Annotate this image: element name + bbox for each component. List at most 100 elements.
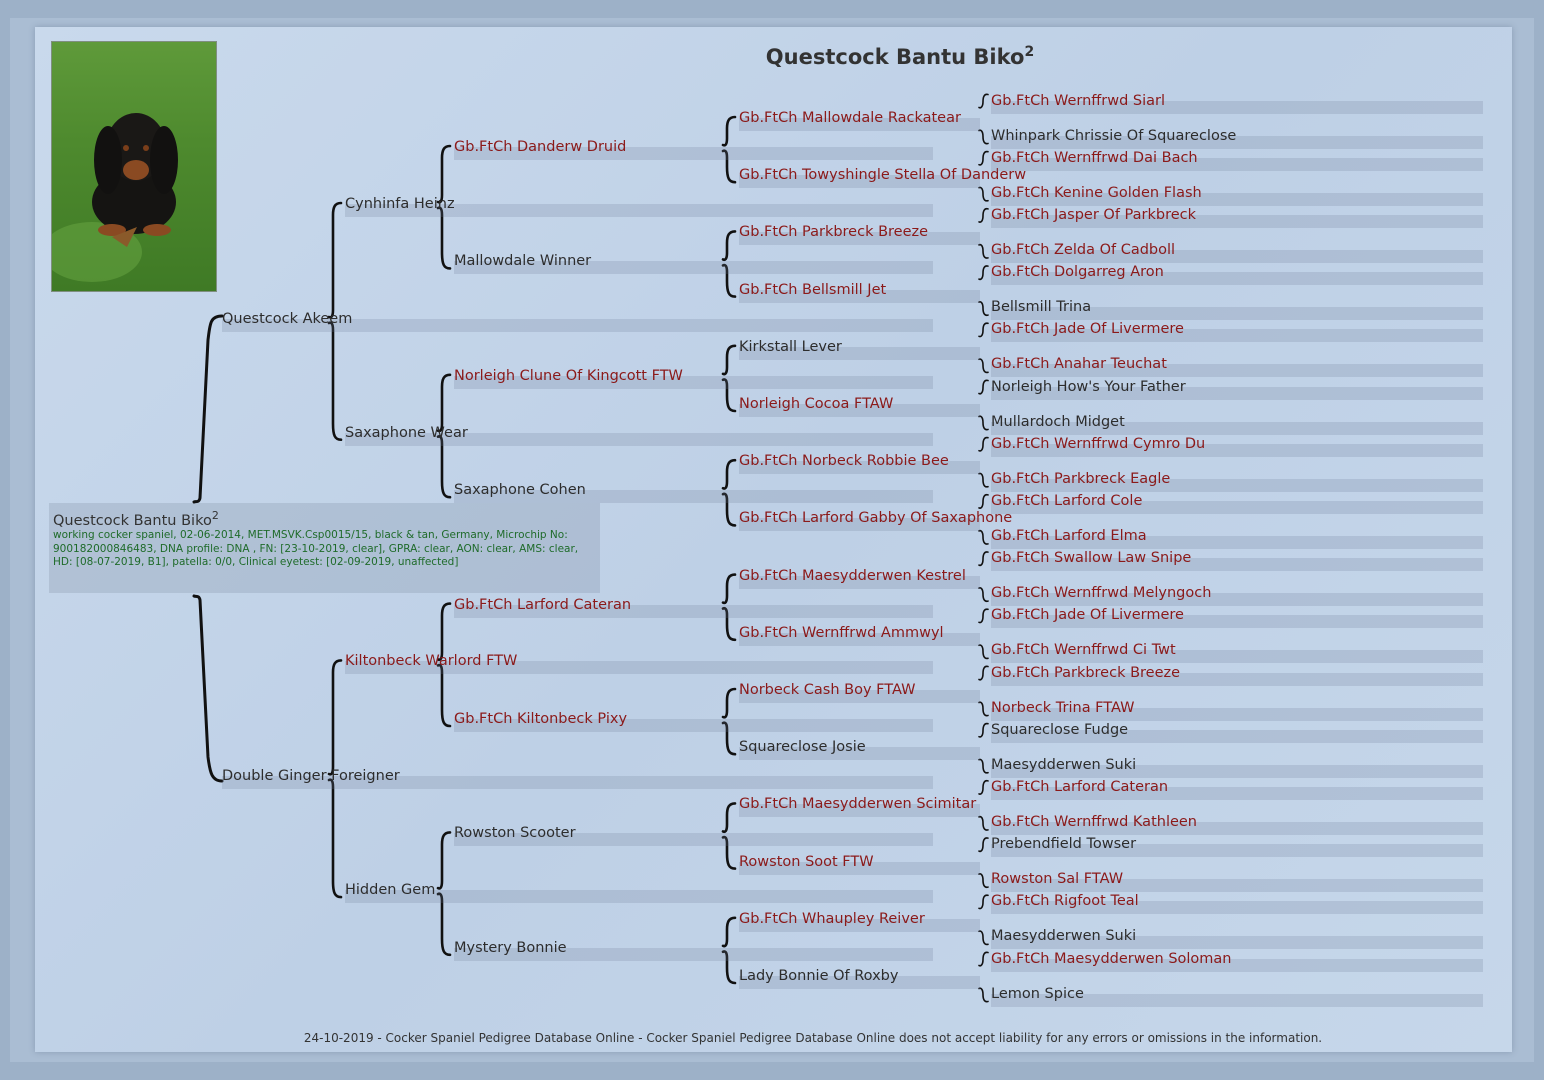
pedigree-dog-gen4[interactable]: Kirkstall Lever (739, 338, 842, 355)
pedigree-dog-gen5[interactable]: Gb.FtCh Maesydderwen Soloman (991, 950, 1232, 967)
subject-name[interactable]: Questcock Bantu Biko2 (53, 509, 219, 529)
pedigree-dog-gen3[interactable]: Saxaphone Cohen (454, 482, 586, 499)
name-underline-bar (991, 272, 1483, 286)
pedigree-dog-gen5[interactable]: Gb.FtCh Parkbreck Eagle (991, 470, 1171, 487)
pedigree-dog-gen5[interactable]: Gb.FtCh Dolgarreg Aron (991, 264, 1164, 281)
pedigree-dog-gen4[interactable]: Gb.FtCh Larford Gabby Of Saxaphone (739, 510, 1013, 527)
name-underline-bar (739, 404, 980, 417)
pedigree-dog-gen3[interactable]: Rowston Scooter (454, 825, 576, 842)
name-underline-bar (454, 833, 933, 847)
pedigree-dog-gen4[interactable]: Gb.FtCh Whaupley Reiver (739, 910, 925, 927)
pedigree-dog-gen5[interactable]: Mullardoch Midget (991, 413, 1125, 430)
name-underline-bar (454, 604, 933, 618)
name-underline-bar (739, 118, 980, 131)
pedigree-dog-gen5[interactable]: Gb.FtCh Anahar Teuchat (991, 356, 1167, 373)
pedigree-dog-gen4[interactable]: Norbeck Cash Boy FTAW (739, 682, 916, 698)
name-underline-bar (991, 135, 1483, 149)
pedigree-dog-gen5[interactable]: Prebendfield Towser (991, 836, 1137, 853)
pedigree-dog-gen4[interactable]: Gb.FtCh Mallowdale Rackatear (739, 110, 961, 126)
name-underline-bar (991, 764, 1483, 778)
pedigree-dog-gen4[interactable]: Lady Bonnie Of Roxby (739, 968, 899, 984)
pedigree-dog-gen4[interactable]: Rowston Soot FTW (739, 853, 874, 870)
pedigree-dog-gen3[interactable]: Gb.FtCh Kiltonbeck Pixy (454, 711, 628, 727)
pedigree-dog-gen5[interactable]: Gb.FtCh Jade Of Livermere (991, 321, 1184, 338)
name-underline-bar (991, 936, 1483, 950)
pedigree-dog-gen5[interactable]: Whinpark Chrissie Of Squareclose (991, 127, 1237, 144)
pedigree-dog-gen3[interactable]: Mystery Bonnie (454, 939, 567, 956)
pedigree-dog-gen5[interactable]: Gb.FtCh Wernffrwd Dai Bach (991, 149, 1198, 166)
pedigree-dog-gen3[interactable]: Gb.FtCh Danderw Druid (454, 139, 627, 155)
pedigree-dog-gen5[interactable]: Gb.FtCh Wernffrwd Siarl (991, 92, 1166, 109)
name-underline-bar (739, 690, 980, 703)
pedigree-dog-gen5[interactable]: Gb.FtCh Swallow Law Snipe (991, 550, 1192, 567)
pedigree-dog-gen2[interactable]: Cynhinfa Heinz (345, 196, 455, 212)
pedigree-dog-gen4[interactable]: Gb.FtCh Wernffrwd Ammwyl (739, 624, 944, 641)
pedigree-dog-gen5[interactable]: Rowston Sal FTAW (991, 871, 1124, 888)
pedigree-dog-gen5[interactable]: Gb.FtCh Zelda Of Cadboll (991, 241, 1176, 258)
pedigree-dog-gen5[interactable]: Norbeck Trina FTAW (991, 699, 1135, 716)
pedigree-dog-gen2[interactable]: Kiltonbeck Warlord FTW (345, 653, 518, 670)
name-underline-bar (345, 204, 933, 217)
pedigree-dog-gen4[interactable]: Norleigh Cocoa FTAW (739, 396, 894, 412)
pedigree-dog-gen5[interactable]: Gb.FtCh Larford Cateran (991, 778, 1169, 795)
pedigree-dog-gen5[interactable]: Gb.FtCh Parkbreck Breeze (991, 664, 1181, 681)
name-underline-bar (991, 500, 1483, 514)
name-underline-bar (991, 672, 1483, 686)
pedigree-dog-gen5[interactable]: Bellsmill Trina (991, 299, 1092, 316)
pedigree-dog-gen5[interactable]: Gb.FtCh Jade Of Livermere (991, 607, 1184, 624)
name-underline-bar (739, 804, 980, 818)
pedigree-dog-gen5[interactable]: Gb.FtCh Wernffrwd Kathleen (991, 813, 1198, 830)
name-underline-bar (991, 364, 1483, 378)
pedigree-dog-gen5[interactable]: Gb.FtCh Kenine Golden Flash (991, 184, 1202, 201)
pedigree-dog-gen1[interactable]: Questcock Akeem (222, 311, 353, 327)
name-underline-bar (991, 535, 1483, 549)
pedigree-dog-gen5[interactable]: Lemon Spice (991, 985, 1084, 1002)
pedigree-dog-gen5[interactable]: Gb.FtCh Larford Cole (991, 492, 1143, 509)
name-underline-bar (991, 821, 1483, 835)
name-underline-bar (454, 490, 933, 504)
name-underline-bar (991, 307, 1483, 321)
pedigree-dog-gen4[interactable]: Gb.FtCh Bellsmill Jet (739, 281, 887, 298)
pedigree-dog-gen1[interactable]: Double Ginger Foreigner (222, 768, 400, 784)
footer-disclaimer: 24-10-2019 - Cocker Spaniel Pedigree Dat… (303, 1031, 1323, 1045)
pedigree-dog-gen5[interactable]: Norleigh How's Your Father (991, 378, 1186, 395)
name-underline-bar (991, 993, 1483, 1007)
pedigree-dog-gen2[interactable]: Saxaphone Wear (345, 424, 468, 441)
pedigree-dog-gen3[interactable]: Mallowdale Winner (454, 253, 592, 270)
name-underline-bar (739, 175, 980, 189)
pedigree-dog-gen3[interactable]: Norleigh Clune Of Kingcott FTW (454, 367, 683, 384)
pedigree-dog-gen5[interactable]: Maesydderwen Suki (991, 756, 1137, 773)
pedigree-dog-gen5[interactable]: Gb.FtCh Jasper Of Parkbreck (991, 206, 1197, 223)
pedigree-dog-gen3[interactable]: Gb.FtCh Larford Cateran (454, 596, 632, 613)
pedigree-dog-gen5[interactable]: Gb.FtCh Wernffrwd Melyngoch (991, 585, 1212, 602)
name-underline-bar (345, 661, 933, 675)
pedigree-dog-gen5[interactable]: Gb.FtCh Wernffrwd Cymro Du (991, 435, 1206, 452)
name-underline-bar (345, 890, 933, 904)
subject-box: Questcock Bantu Biko2 working cocker spa… (49, 503, 600, 593)
pedigree-dog-gen2[interactable]: Hidden Gem (345, 882, 436, 899)
pedigree-dog-gen4[interactable]: Gb.FtCh Maesydderwen Kestrel (739, 567, 966, 584)
name-underline-bar (991, 386, 1483, 400)
pedigree-dog-gen5[interactable]: Gb.FtCh Rigfoot Teal (991, 893, 1139, 910)
pedigree-dog-gen4[interactable]: Gb.FtCh Norbeck Robbie Bee (739, 453, 949, 470)
dog-photo[interactable] (51, 41, 217, 292)
pedigree-dog-gen4[interactable]: Gb.FtCh Maesydderwen Scimitar (739, 796, 977, 813)
name-underline-bar (739, 346, 980, 360)
name-underline-bar (222, 776, 933, 789)
pedigree-dog-gen5[interactable]: Squareclose Fudge (991, 721, 1129, 738)
pedigree-dog-gen5[interactable]: Gb.FtCh Wernffrwd Ci Twt (991, 642, 1176, 659)
name-underline-bar (739, 575, 980, 589)
name-underline-bar (345, 432, 933, 446)
pedigree-dog-gen4[interactable]: Squareclose Josie (739, 739, 866, 756)
name-underline-bar (991, 100, 1483, 114)
name-underline-bar (991, 786, 1483, 800)
name-underline-bar (222, 319, 933, 332)
name-underline-bar (454, 261, 933, 275)
pedigree-dog-gen5[interactable]: Gb.FtCh Larford Elma (991, 527, 1147, 544)
name-underline-bar (991, 844, 1483, 858)
name-underline-bar (739, 632, 980, 646)
pedigree-dog-gen5[interactable]: Maesydderwen Suki (991, 928, 1137, 945)
pedigree-dog-gen4[interactable]: Gb.FtCh Towyshingle Stella Of Danderw (739, 167, 1027, 184)
name-underline-bar (991, 558, 1483, 572)
pedigree-dog-gen4[interactable]: Gb.FtCh Parkbreck Breeze (739, 224, 929, 241)
